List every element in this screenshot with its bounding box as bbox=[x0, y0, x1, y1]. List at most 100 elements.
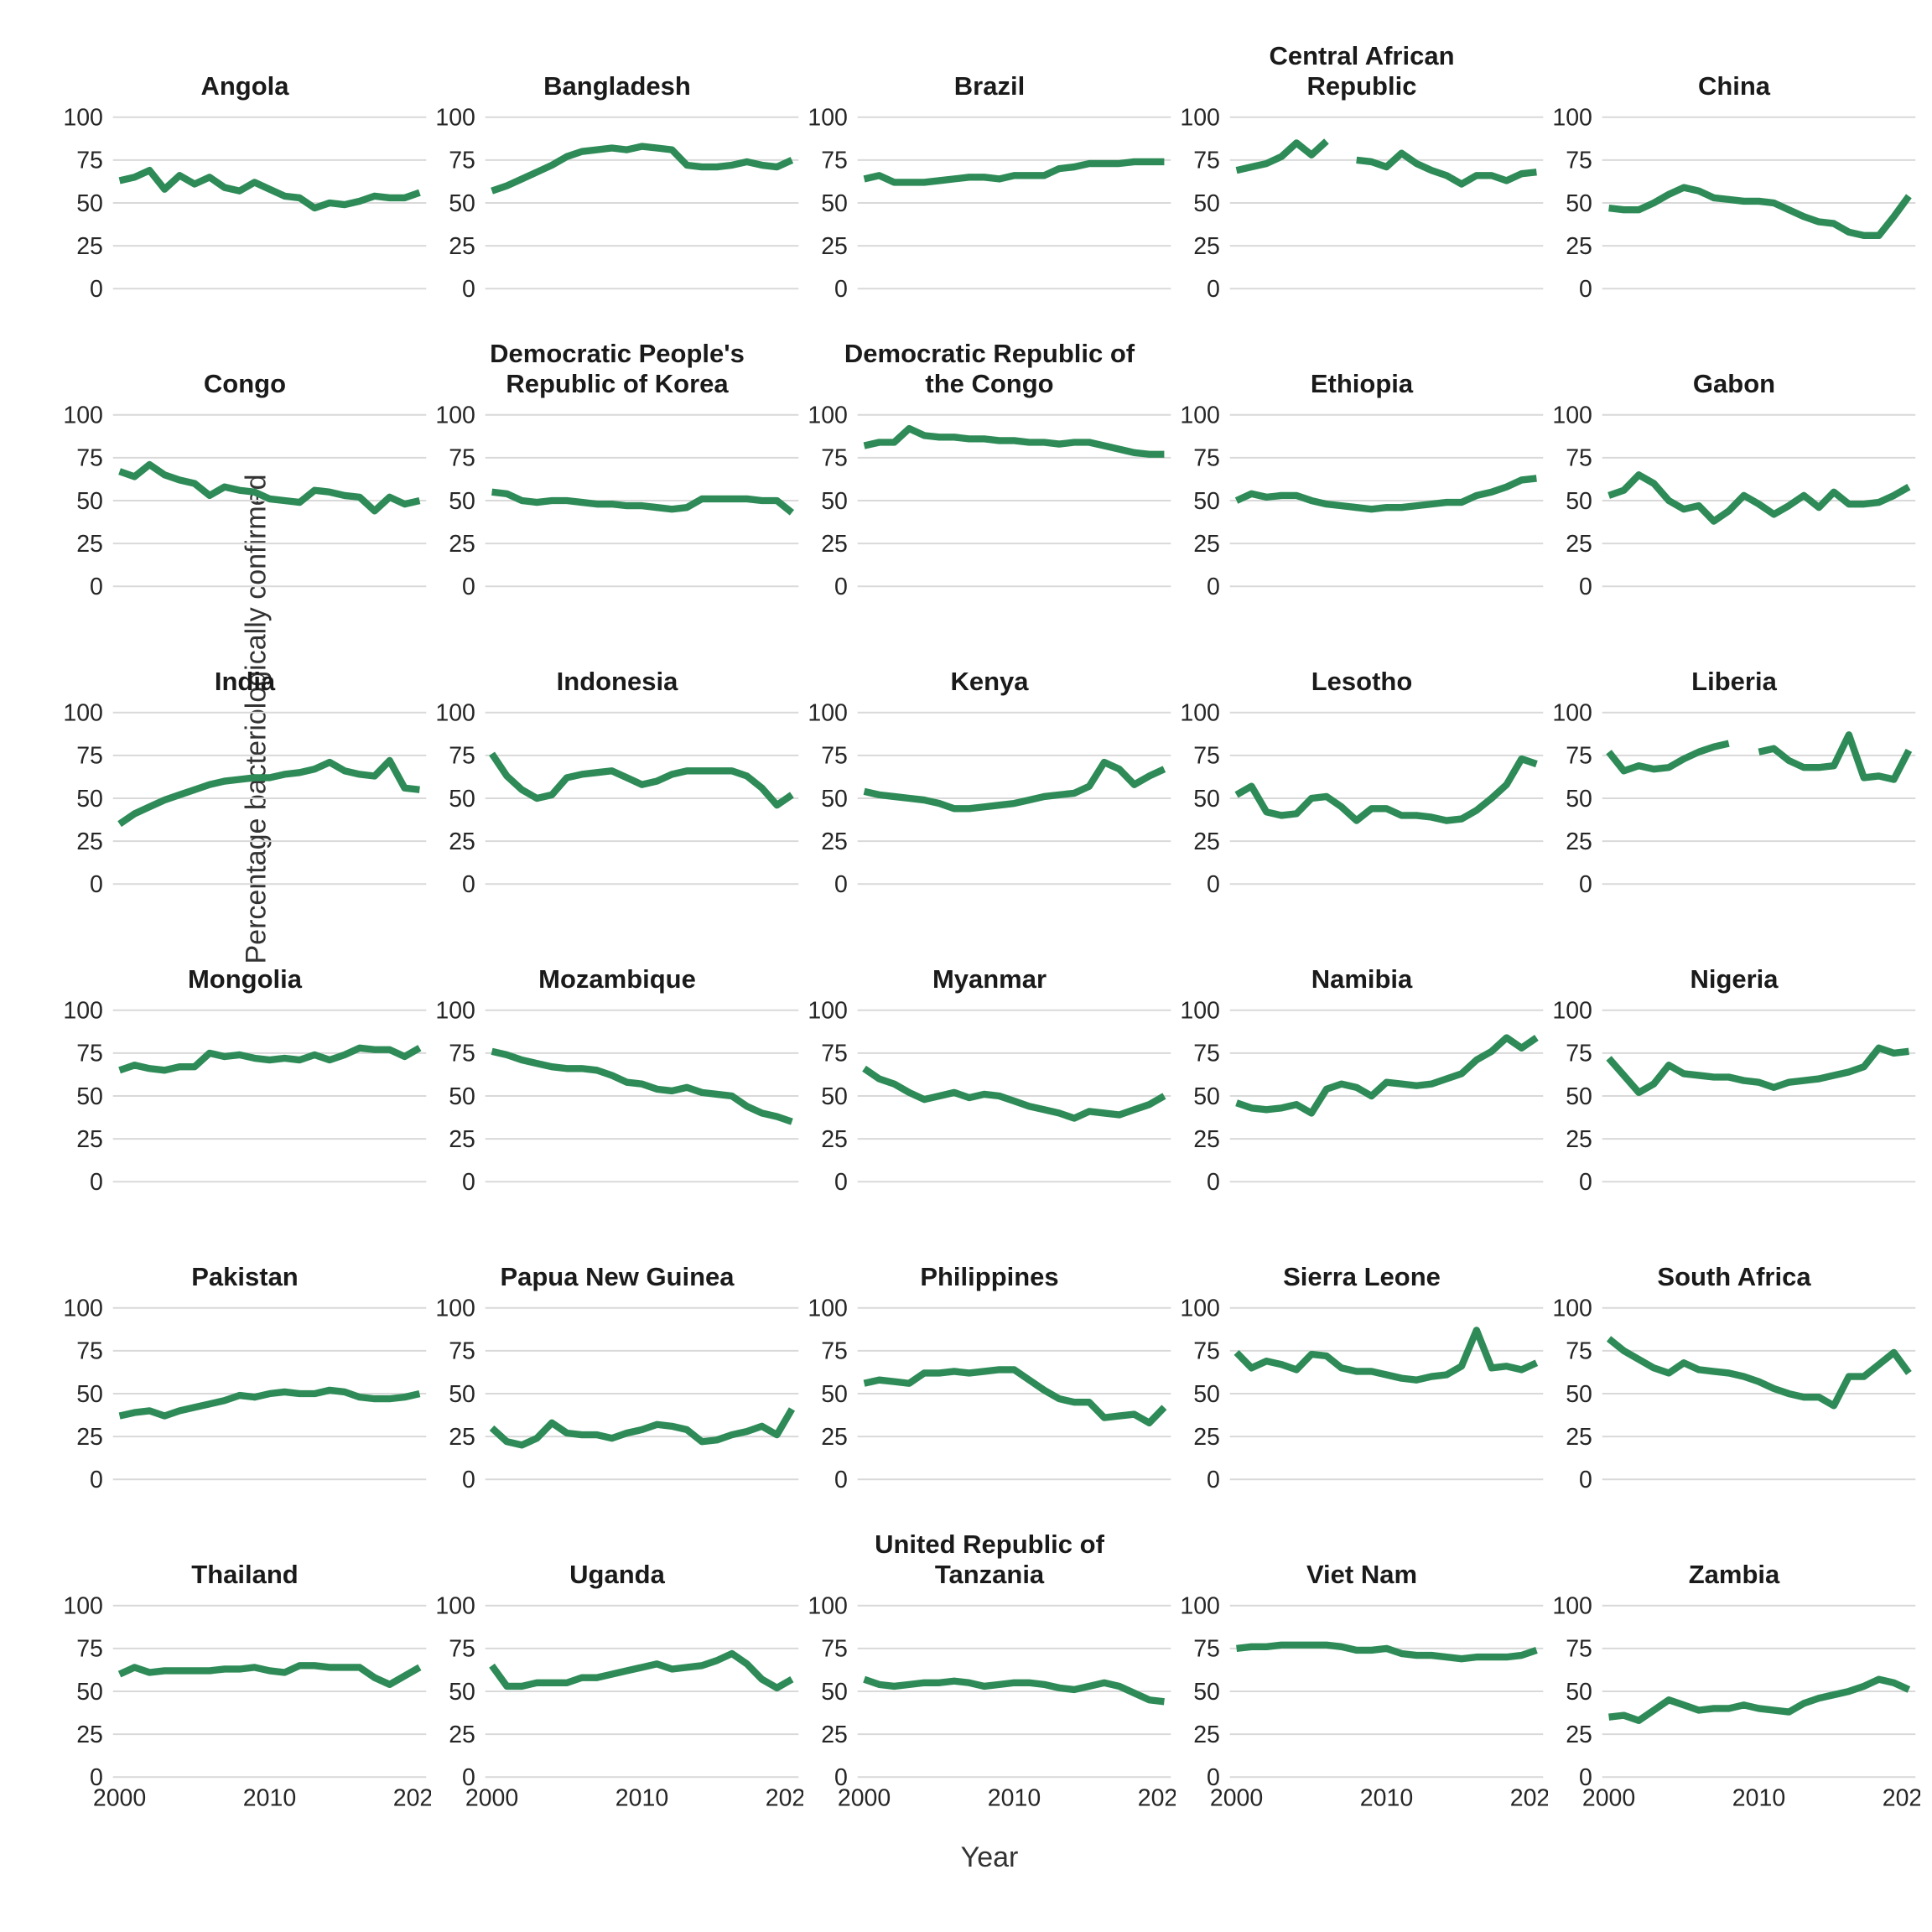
y-tick-label: 100 bbox=[63, 403, 103, 429]
x-tick-label: 2000 bbox=[838, 1785, 891, 1811]
data-line bbox=[1606, 1336, 1912, 1410]
y-tick-label: 0 bbox=[90, 277, 103, 304]
line-chart: 0 25 50 75 100 bbox=[1552, 999, 1916, 1197]
y-tick-label: 75 bbox=[449, 1041, 475, 1067]
y-tick-label: 25 bbox=[76, 531, 103, 558]
facet-title: Uganda bbox=[569, 1559, 665, 1589]
y-tick-label: 25 bbox=[1193, 828, 1220, 855]
y-tick-label: 75 bbox=[1566, 1338, 1592, 1365]
y-tick-label: 0 bbox=[1579, 277, 1592, 304]
facet-panel-democratic-republic-of-the-congo: Democratic Republic of the Congo 0 25 50 75 1… bbox=[803, 323, 1176, 621]
facet-title: Papua New Guinea bbox=[500, 1261, 735, 1291]
y-tick-label: 75 bbox=[821, 445, 848, 472]
line-chart: 0 25 50 75 100 bbox=[808, 701, 1171, 899]
y-tick-label: 25 bbox=[449, 1722, 475, 1748]
data-line bbox=[491, 1048, 793, 1126]
y-tick-label: 75 bbox=[1566, 743, 1592, 770]
x-tick-label: 2010 bbox=[988, 1785, 1041, 1811]
y-tick-label: 50 bbox=[1566, 1083, 1592, 1110]
data-line bbox=[1606, 1045, 1909, 1097]
data-line bbox=[118, 1387, 421, 1420]
facet-title: Democratic Republic of the Congo bbox=[844, 339, 1135, 398]
y-tick-label: 50 bbox=[449, 1679, 475, 1706]
line-chart: 0 25 50 75 100 bbox=[435, 403, 799, 601]
y-tick-label: 50 bbox=[449, 786, 475, 813]
y-tick-label: 25 bbox=[821, 233, 848, 260]
x-tick-label: 2000 bbox=[1582, 1785, 1635, 1811]
y-tick-label: 50 bbox=[821, 1381, 848, 1408]
y-tick-label: 100 bbox=[63, 1594, 103, 1620]
line-chart: 0 25 50 75 100 2000 2010 2020 bbox=[808, 1594, 1176, 1811]
y-tick-label: 100 bbox=[1180, 106, 1220, 132]
y-tick-label: 25 bbox=[76, 1424, 103, 1451]
y-tick-label: 100 bbox=[1552, 1296, 1592, 1322]
x-tick-label: 2020 bbox=[1138, 1785, 1176, 1811]
y-tick-label: 0 bbox=[1207, 574, 1220, 601]
y-tick-label: 0 bbox=[1579, 872, 1592, 899]
facet-panel-mozambique: Mozambique 0 25 50 75 100 bbox=[431, 918, 803, 1216]
facet-title: Sierra Leone bbox=[1283, 1261, 1441, 1291]
y-tick-label: 100 bbox=[1180, 1594, 1220, 1620]
data-line bbox=[863, 1366, 1167, 1427]
data-line bbox=[117, 1662, 422, 1689]
facet-title: Liberia bbox=[1691, 666, 1777, 696]
y-tick-label: 100 bbox=[435, 999, 475, 1025]
y-tick-label: 75 bbox=[1193, 1338, 1220, 1365]
y-tick-label: 50 bbox=[76, 786, 103, 813]
y-tick-label: 25 bbox=[1193, 531, 1220, 558]
data-line bbox=[489, 1650, 794, 1692]
y-tick-label: 100 bbox=[808, 999, 848, 1025]
y-tick-label: 25 bbox=[1193, 233, 1220, 260]
y-tick-label: 25 bbox=[449, 1424, 475, 1451]
line-chart: 0 25 50 75 100 bbox=[1552, 701, 1916, 899]
line-chart: 0 25 50 75 100 bbox=[1552, 1296, 1916, 1494]
y-tick-label: 75 bbox=[1566, 148, 1592, 174]
y-tick-label: 0 bbox=[90, 1765, 103, 1792]
y-tick-label: 50 bbox=[449, 488, 475, 515]
y-tick-label: 50 bbox=[76, 1083, 103, 1110]
line-chart: 0 25 50 75 100 bbox=[1552, 403, 1916, 601]
facet-panel-pakistan: Pakistan 0 25 50 75 100 bbox=[59, 1216, 431, 1514]
y-tick-label: 50 bbox=[76, 488, 103, 515]
y-tick-label: 100 bbox=[1180, 403, 1220, 429]
y-tick-label: 0 bbox=[462, 1467, 475, 1494]
facet-panel-sierra-leone: Sierra Leone 0 25 50 75 100 bbox=[1176, 1216, 1548, 1514]
y-tick-label: 75 bbox=[76, 1636, 103, 1663]
y-tick-label: 25 bbox=[821, 828, 848, 855]
facet-title: Namibia bbox=[1311, 963, 1413, 994]
facet-title: Brazil bbox=[953, 70, 1026, 101]
y-tick-label: 0 bbox=[1579, 1170, 1592, 1197]
y-tick-label: 0 bbox=[1207, 277, 1220, 304]
y-tick-label: 50 bbox=[821, 786, 848, 813]
x-tick-label: 2010 bbox=[243, 1785, 296, 1811]
y-tick-label: 100 bbox=[435, 106, 475, 132]
facet-title: Nigeria bbox=[1690, 963, 1779, 994]
y-tick-label: 75 bbox=[821, 148, 848, 174]
facet-title: South Africa bbox=[1657, 1261, 1811, 1291]
y-tick-label: 25 bbox=[449, 531, 475, 558]
y-tick-label: 50 bbox=[1566, 488, 1592, 515]
data-line bbox=[1606, 731, 1913, 784]
y-tick-label: 0 bbox=[1207, 1170, 1220, 1197]
y-tick-label: 25 bbox=[1566, 1722, 1592, 1748]
y-tick-label: 75 bbox=[449, 445, 475, 472]
line-chart: 0 25 50 75 100 bbox=[435, 106, 799, 304]
y-tick-label: 25 bbox=[821, 531, 848, 558]
y-tick-label: 75 bbox=[1193, 1636, 1220, 1663]
line-chart: 0 25 50 75 100 bbox=[808, 403, 1171, 601]
line-chart: 0 25 50 75 100 bbox=[63, 1296, 427, 1494]
facet-title: China bbox=[1697, 70, 1771, 101]
line-chart: 0 25 50 75 100 bbox=[435, 701, 799, 899]
x-tick-label: 2020 bbox=[1510, 1785, 1548, 1811]
facet-panel-liberia: Liberia 0 25 50 75 100 bbox=[1548, 621, 1920, 918]
y-tick-label: 0 bbox=[834, 1765, 848, 1792]
y-tick-label: 50 bbox=[76, 1381, 103, 1408]
line-chart: 0 25 50 75 100 bbox=[435, 1296, 799, 1494]
facet-title: Angola bbox=[200, 70, 289, 101]
facet-title: India bbox=[214, 666, 276, 696]
y-tick-label: 75 bbox=[449, 1338, 475, 1365]
facet-panel-ethiopia: Ethiopia 0 25 50 75 100 bbox=[1176, 323, 1548, 621]
facet-title: Myanmar bbox=[932, 963, 1047, 994]
facet-title: Indonesia bbox=[556, 666, 678, 696]
line-chart: 0 25 50 75 100 bbox=[63, 999, 427, 1197]
